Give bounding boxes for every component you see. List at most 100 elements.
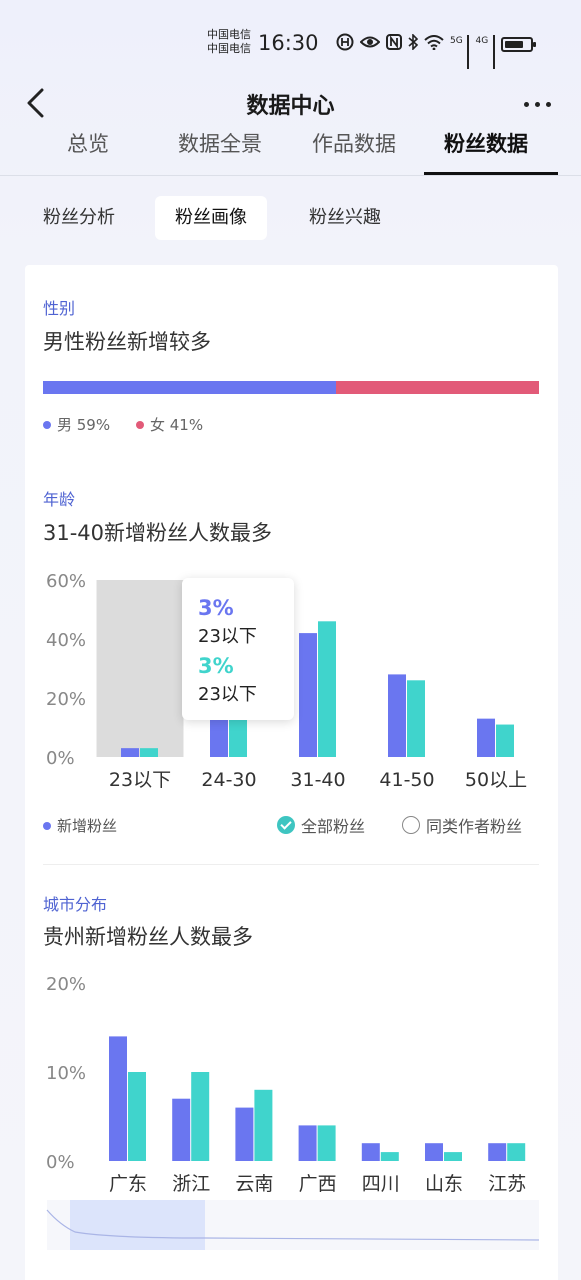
- tab-overview[interactable]: 总览: [67, 132, 109, 156]
- signal-5g-icon: 5G: [450, 35, 470, 69]
- gender-section-label: 性别: [43, 299, 76, 318]
- bar-new-fans[interactable]: [210, 718, 228, 757]
- bar-all-fans[interactable]: [407, 680, 425, 757]
- tab-works-data[interactable]: 作品数据: [312, 132, 396, 156]
- bar-all-fans[interactable]: [507, 1143, 526, 1161]
- x-tick-label: 广西: [299, 1173, 337, 1195]
- signal-4g-icon: 4G: [475, 35, 495, 69]
- subtab-fans-profile[interactable]: 粉丝画像: [155, 196, 267, 240]
- bar-new-fans[interactable]: [425, 1143, 443, 1161]
- age-section-label: 年龄: [43, 490, 76, 509]
- bar-new-fans[interactable]: [388, 674, 406, 757]
- bar-all-fans[interactable]: [191, 1072, 210, 1161]
- battery-icon: [500, 36, 536, 52]
- bar-all-fans[interactable]: [128, 1072, 146, 1161]
- age-chart-tooltip: 3% 23以下 3% 23以下: [182, 578, 294, 720]
- gender-ratio-bar: [43, 381, 539, 394]
- bar-all-fans[interactable]: [444, 1152, 462, 1161]
- chevron-left-icon: [27, 88, 44, 118]
- back-button[interactable]: [24, 88, 52, 118]
- bar-all-fans[interactable]: [496, 724, 514, 757]
- hd-icon: [336, 33, 354, 55]
- active-tab-indicator: [424, 172, 558, 175]
- bar-all-fans[interactable]: [317, 1125, 336, 1161]
- toggle-all-fans-label: 全部粉丝: [301, 817, 366, 836]
- tooltip-value-all: 3%: [198, 654, 234, 678]
- gender-bar-female: [335, 381, 539, 394]
- bar-new-fans[interactable]: [121, 748, 139, 757]
- bar-new-fans[interactable]: [488, 1143, 507, 1161]
- x-tick-label: 24-30: [201, 769, 256, 791]
- wifi-icon: [424, 34, 444, 54]
- subtab-fans-interest[interactable]: 粉丝兴趣: [309, 207, 381, 228]
- bar-new-fans[interactable]: [109, 1036, 127, 1161]
- status-bar: 中国电信 中国电信 16:30 5G 4G: [0, 0, 581, 86]
- x-tick-label: 江苏: [488, 1173, 526, 1195]
- legend-dot-male: [43, 420, 51, 429]
- gender-section-title: 男性粉丝新增较多: [43, 330, 211, 354]
- x-tick-label: 浙江: [172, 1173, 210, 1195]
- bar-new-fans[interactable]: [235, 1107, 254, 1161]
- toggle-similar-authors-label: 同类作者粉丝: [426, 817, 523, 836]
- slider-trend-line: [46, 1209, 540, 1241]
- legend-new-fans: 新增粉丝: [43, 815, 117, 836]
- slider-window[interactable]: [70, 1200, 205, 1250]
- carrier-1: 中国电信: [207, 28, 251, 41]
- check-circle-icon: [277, 816, 295, 834]
- x-tick-label: 四川: [362, 1173, 400, 1195]
- subtab-fans-analysis[interactable]: 粉丝分析: [43, 207, 115, 228]
- more-dot-icon: [546, 101, 551, 107]
- legend-female-label: 女 41%: [150, 416, 204, 434]
- page-title: 数据中心: [246, 94, 335, 119]
- x-tick-label: 23以下: [109, 769, 171, 791]
- y-tick-label: 20%: [46, 689, 86, 710]
- bar-all-fans[interactable]: [140, 748, 158, 757]
- highlight-band: [96, 580, 184, 757]
- more-dot-icon: [535, 101, 540, 107]
- net-label-2: 4G: [475, 36, 489, 46]
- tab-fans-data[interactable]: 粉丝数据: [444, 132, 528, 156]
- x-tick-label: 41-50: [379, 769, 434, 791]
- x-tick-label: 广东: [109, 1173, 147, 1195]
- age-chart[interactable]: 0% 20% 40% 60% 23以下 24-30 31-40 41-50 50以上: [0, 0, 581, 800]
- bar-new-fans[interactable]: [299, 633, 317, 757]
- tooltip-category-new: 23以下: [198, 626, 257, 647]
- net-label-1: 5G: [450, 36, 463, 46]
- legend-male: 男 59%: [43, 414, 110, 435]
- y-tick-label: 0%: [46, 748, 75, 769]
- eye-icon: [359, 35, 381, 53]
- bar-new-fans[interactable]: [477, 718, 495, 757]
- bar-new-fans[interactable]: [298, 1125, 317, 1161]
- bar-all-fans[interactable]: [380, 1152, 399, 1161]
- more-options-button[interactable]: [524, 96, 564, 112]
- y-tick-label: 0%: [46, 1152, 75, 1173]
- carrier-info: 中国电信 中国电信: [207, 28, 251, 56]
- legend-new-fans-label: 新增粉丝: [57, 817, 118, 835]
- y-tick-label: 10%: [46, 1063, 86, 1084]
- nfc-icon: [386, 34, 402, 54]
- bar-all-fans[interactable]: [318, 621, 336, 757]
- city-section-title: 贵州新增粉丝人数最多: [43, 925, 253, 949]
- bluetooth-icon: [408, 33, 419, 54]
- y-tick-label: 20%: [46, 974, 86, 995]
- clock: 16:30: [258, 31, 319, 55]
- gender-bar-male: [43, 381, 336, 394]
- toggle-similar-authors[interactable]: 同类作者粉丝: [402, 813, 522, 837]
- legend-female: 女 41%: [136, 414, 203, 435]
- radio-circle-icon: [402, 816, 420, 834]
- bar-new-fans[interactable]: [361, 1143, 380, 1161]
- bar-all-fans[interactable]: [254, 1089, 273, 1161]
- bar-all-fans[interactable]: [229, 718, 247, 757]
- main-tabs: 总览 数据全景 作品数据 粉丝数据: [0, 128, 581, 176]
- bar-new-fans[interactable]: [172, 1098, 191, 1161]
- x-tick-label: 50以上: [465, 769, 527, 791]
- age-section-title: 31-40新增粉丝人数最多: [43, 521, 273, 545]
- x-tick-label: 山东: [425, 1173, 463, 1195]
- toggle-all-fans[interactable]: 全部粉丝: [277, 813, 365, 837]
- y-tick-label: 60%: [46, 571, 86, 592]
- tab-data-panorama[interactable]: 数据全景: [178, 132, 262, 156]
- x-tick-label: 31-40: [290, 769, 345, 791]
- tooltip-category-all: 23以下: [198, 684, 257, 705]
